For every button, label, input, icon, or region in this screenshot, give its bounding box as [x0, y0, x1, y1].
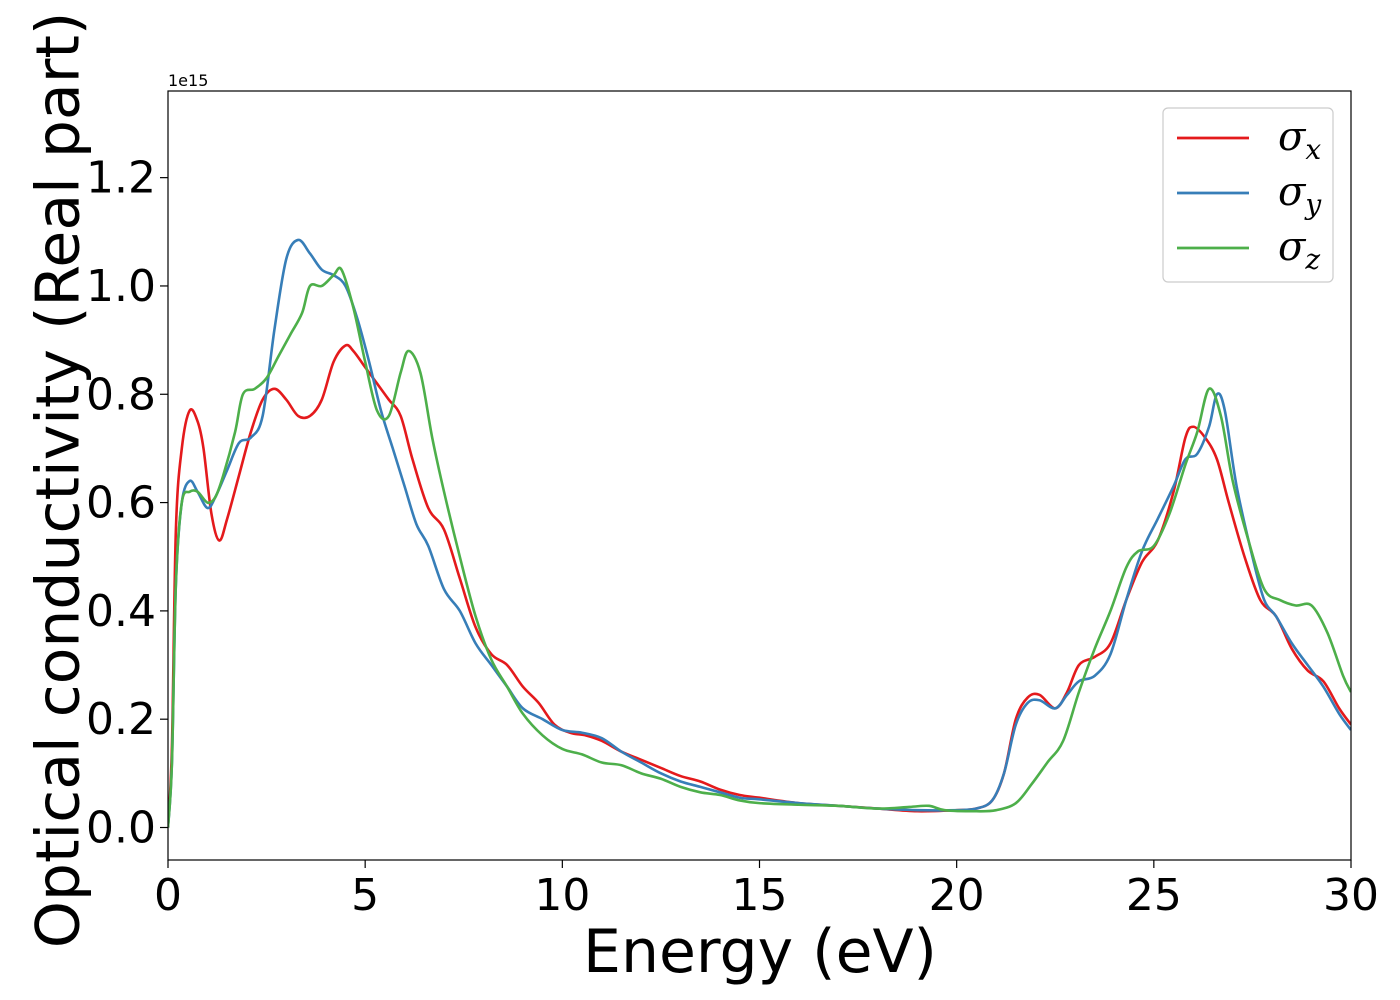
y-tick-label: 0.0: [86, 803, 156, 854]
y-axis-title-group: Optical conductivity (Real part): [24, 12, 94, 949]
x-tick-label: 25: [1126, 870, 1182, 921]
y-tick-label: 0.6: [86, 478, 156, 529]
series-layer: [168, 238, 1351, 828]
x-tick-label: 10: [534, 870, 590, 921]
y-axis-title: Optical conductivity (Real part): [24, 12, 94, 949]
series-line-x: [168, 343, 1351, 828]
series-line-z: [168, 266, 1351, 828]
y-tick-label: 1.0: [86, 261, 156, 312]
y-axis: 0.0 0.2 0.4 0.6 0.8 1.0 1.2: [86, 153, 168, 854]
y-offset-label: 1e15: [168, 71, 208, 90]
legend-label-y: σy: [1278, 169, 1322, 221]
y-tick-label: 0.2: [86, 694, 156, 745]
x-axis: 0 5 10 15 20 25 30: [154, 860, 1379, 921]
x-tick-label: 0: [154, 870, 182, 921]
legend-label-x: σx: [1278, 114, 1321, 166]
legend-box: [1162, 107, 1334, 283]
y-tick-label: 1.2: [86, 153, 156, 204]
y-tick-label: 0.8: [86, 369, 156, 420]
x-tick-label: 15: [732, 870, 788, 921]
x-tick-label: 20: [929, 870, 985, 921]
x-axis-title: Energy (eV): [583, 917, 937, 987]
x-tick-label: 5: [351, 870, 379, 921]
x-tick-label: 30: [1323, 870, 1379, 921]
series-line-y: [168, 238, 1351, 828]
legend-label-z: σz: [1278, 224, 1320, 276]
y-tick-label: 0.4: [86, 586, 156, 637]
